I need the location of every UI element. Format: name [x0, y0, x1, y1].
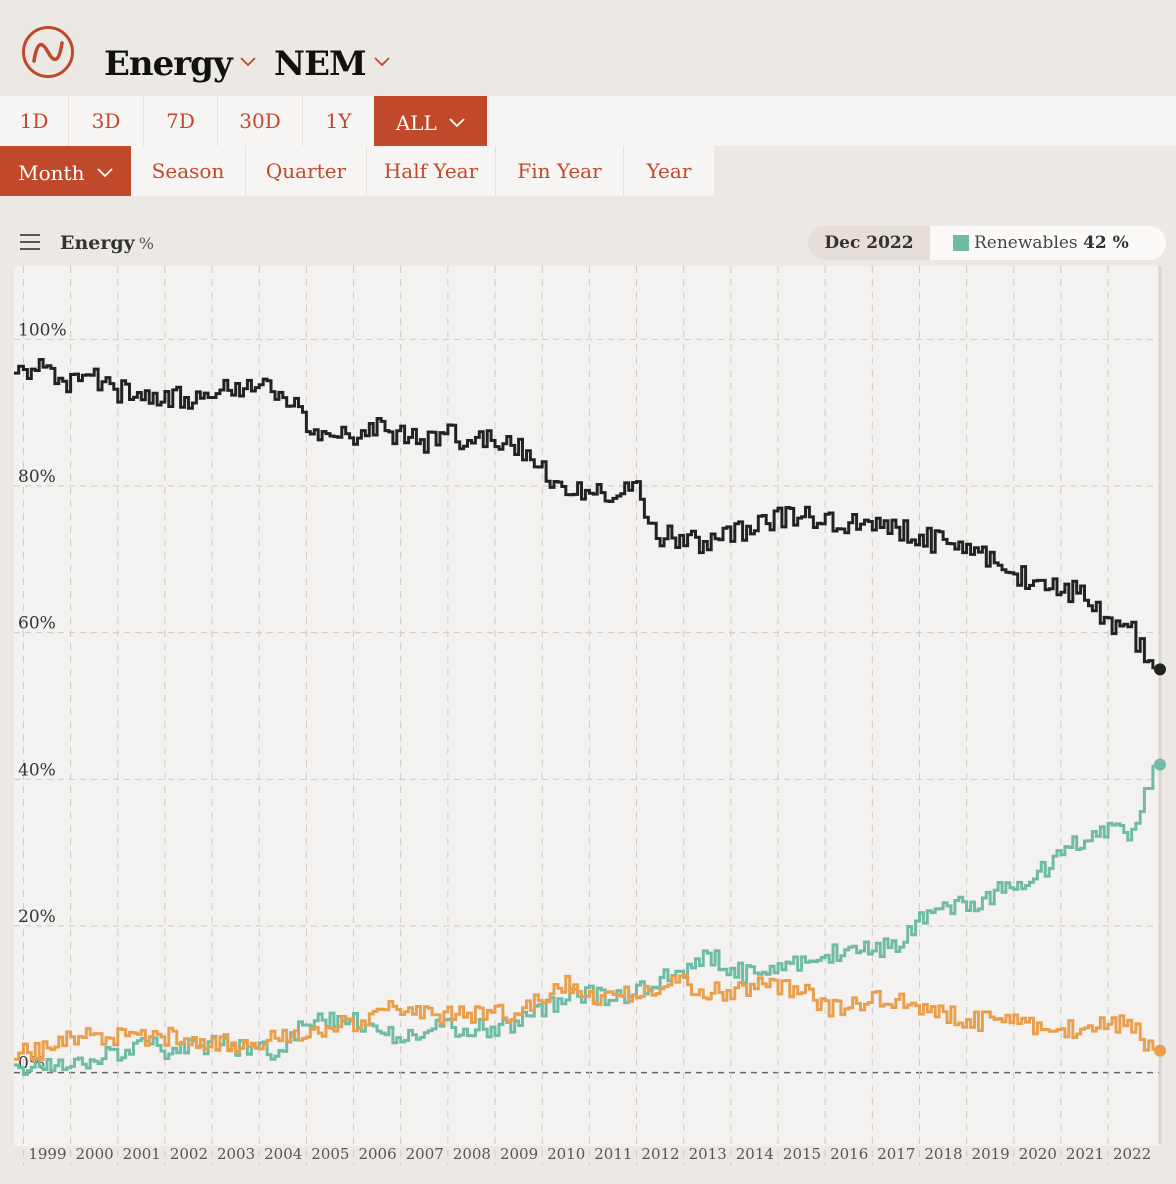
period-button-quarter[interactable]: Quarter: [265, 159, 347, 183]
period-button-half-year[interactable]: Half Year: [383, 159, 479, 183]
hover-series-readout: Renewables 42 %: [974, 226, 1129, 260]
period-button-season[interactable]: Season: [151, 159, 225, 183]
range-selector: 1D 3D 7D 30D 1Y ALL: [0, 96, 1176, 146]
series-line-renewables: [14, 764, 1155, 1076]
grid-lines: [14, 266, 1160, 1166]
divider: [143, 96, 144, 146]
x-tick-label: 2019: [972, 1145, 1010, 1163]
hover-point-renewables: [1154, 758, 1166, 771]
chevron-down-icon: [240, 36, 256, 76]
divider: [245, 146, 246, 196]
x-tick-label: 2001: [123, 1145, 161, 1163]
x-tick-label: 2020: [1019, 1145, 1057, 1163]
chevron-down-icon: [374, 36, 390, 76]
logo[interactable]: [22, 26, 74, 78]
divider: [68, 96, 69, 146]
y-tick-label: 20%: [18, 907, 56, 927]
renewables-swatch: [953, 235, 969, 251]
logo-wave-icon: [32, 41, 64, 63]
x-tick-label: 2005: [311, 1145, 349, 1163]
series-line-fossil: [14, 358, 1155, 670]
plot-background: [14, 266, 1160, 1146]
hover-series-name: Renewables: [974, 233, 1078, 253]
period-selector: Month Season Quarter Half Year Fin Year …: [0, 146, 714, 196]
range-button-1d[interactable]: 1D: [19, 109, 49, 133]
metric-dropdown[interactable]: Energy: [104, 36, 256, 84]
x-tick-label: 2017: [877, 1145, 915, 1163]
x-tick-label: 2015: [783, 1145, 821, 1163]
x-tick-label: 2006: [358, 1145, 396, 1163]
x-tick-label: 2009: [500, 1145, 538, 1163]
x-tick-label: 2011: [594, 1145, 632, 1163]
x-tick-label: 2013: [689, 1145, 727, 1163]
hover-points: [1154, 663, 1166, 1057]
divider: [302, 96, 303, 146]
x-tick-label: 2018: [924, 1145, 962, 1163]
hover-date: Dec 2022: [808, 226, 930, 260]
hover-legend: Dec 2022 Renewables 42 %: [808, 226, 1166, 260]
chart-unit: %: [138, 234, 154, 253]
divider: [495, 146, 496, 196]
hover-series-value: 42 %: [1083, 233, 1129, 253]
range-button-3d[interactable]: 3D: [91, 109, 121, 133]
x-tick-label: 2002: [170, 1145, 208, 1163]
x-tick-label: 2014: [736, 1145, 774, 1163]
x-tick-label: 2000: [75, 1145, 113, 1163]
range-button-all[interactable]: ALL: [374, 96, 487, 146]
divider: [366, 146, 367, 196]
range-button-30d[interactable]: 30D: [239, 109, 281, 133]
x-tick-label: 2008: [453, 1145, 491, 1163]
chart-toolbar: Energy% Dec 2022 Renewables 42 %: [0, 222, 1176, 266]
energy-share-chart[interactable]: 0%20%40%60%80%100% 1999 2000 2001 2002 2003 2…: [0, 266, 1176, 1184]
y-axis: 0%20%40%60%80%100%: [18, 320, 67, 1073]
period-button-month-label: Month: [18, 161, 85, 185]
hover-point-other: [1154, 1044, 1166, 1057]
y-tick-label: 60%: [18, 614, 56, 634]
x-tick-label: 2010: [547, 1145, 585, 1163]
period-button-year[interactable]: Year: [646, 159, 692, 183]
series-line-other: [14, 973, 1155, 1061]
period-button-month[interactable]: Month: [0, 146, 131, 196]
chevron-down-icon: [97, 146, 113, 196]
period-button-fin-year[interactable]: Fin Year: [517, 159, 602, 183]
range-button-7d[interactable]: 7D: [166, 109, 195, 133]
x-tick-label: 2004: [264, 1145, 302, 1163]
region-dropdown-label: NEM: [274, 44, 367, 84]
divider: [217, 96, 218, 146]
y-tick-label: 80%: [18, 467, 56, 487]
app-header: Energy NEM: [0, 0, 1176, 96]
hamburger-menu-icon[interactable]: [20, 234, 40, 250]
x-tick-label: 2007: [406, 1145, 444, 1163]
range-button-all-label: ALL: [395, 111, 437, 135]
region-dropdown[interactable]: NEM: [274, 36, 390, 84]
series-lines: [14, 358, 1155, 1076]
x-tick-label: 2003: [217, 1145, 255, 1163]
divider: [623, 146, 624, 196]
y-tick-label: 100%: [18, 320, 67, 340]
y-tick-label: 40%: [18, 760, 56, 780]
metric-dropdown-label: Energy: [104, 44, 233, 84]
x-tick-label: 2012: [641, 1145, 679, 1163]
x-tick-label: 2021: [1066, 1145, 1104, 1163]
hover-point-fossil: [1154, 663, 1166, 676]
x-tick-label: 2022: [1113, 1145, 1151, 1163]
x-tick-label: 1999: [28, 1145, 66, 1163]
chart-title: Energy%: [60, 232, 154, 254]
x-axis: 1999 2000 2001 2002 2003 2004 2005 2006 2007 2008…: [28, 1145, 1151, 1163]
range-button-1y[interactable]: 1Y: [325, 109, 352, 133]
chart-title-text: Energy: [60, 232, 135, 254]
x-tick-label: 2016: [830, 1145, 868, 1163]
chevron-down-icon: [449, 96, 465, 146]
